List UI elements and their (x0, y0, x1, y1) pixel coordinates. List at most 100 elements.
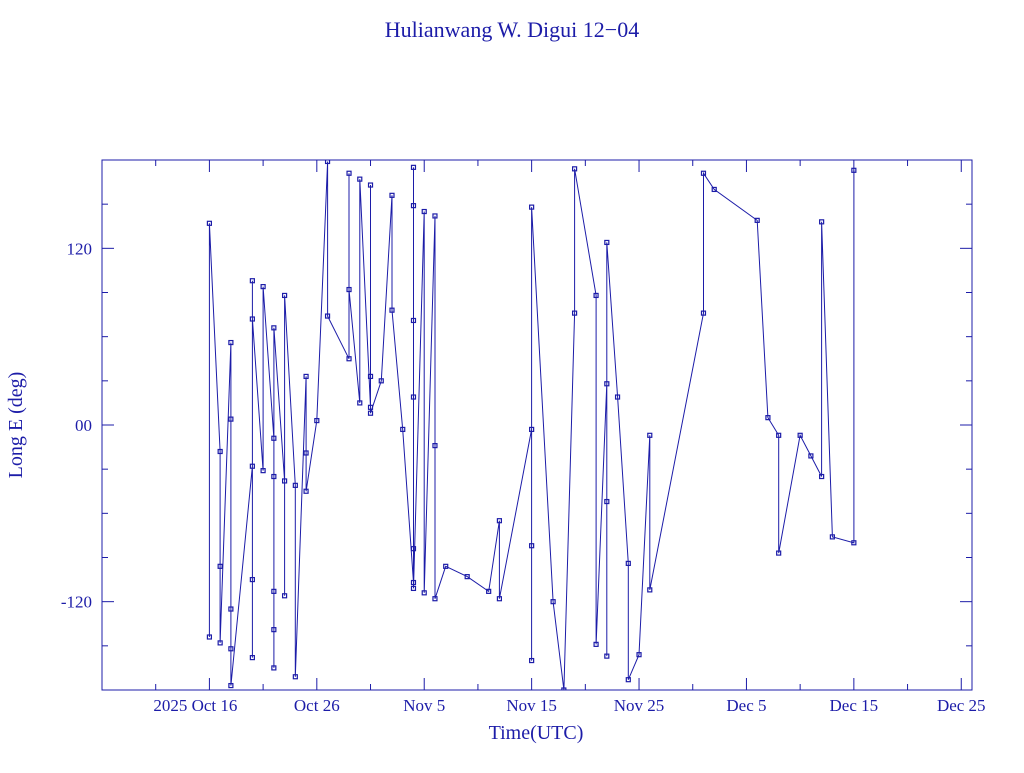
data-point (851, 540, 857, 546)
data-point (367, 404, 374, 410)
data-point (389, 192, 395, 198)
data-point (271, 627, 277, 633)
data-point (432, 596, 438, 602)
data-point (614, 394, 621, 400)
data-point (324, 313, 331, 319)
data-point (754, 217, 760, 223)
data-point (625, 677, 631, 683)
data-point (711, 186, 717, 193)
data-point (529, 426, 535, 433)
data-point (529, 657, 535, 664)
data-point (529, 543, 535, 549)
data-point (464, 574, 470, 580)
data-point (432, 443, 438, 449)
data-point (249, 463, 255, 469)
data-point (571, 166, 578, 172)
data-point (206, 634, 213, 640)
data-point (625, 560, 631, 566)
data-point (346, 356, 352, 362)
data-point (496, 596, 503, 602)
data-point (432, 213, 438, 219)
x-tick-label: Nov 15 (506, 696, 557, 715)
data-point (271, 588, 277, 594)
data-point (303, 488, 309, 494)
chart-title: Hulianwang W. Digui 12−04 (385, 17, 639, 42)
x-tick-label: Nov 25 (614, 696, 665, 715)
x-tick-label: 2025 Oct 16 (153, 696, 237, 715)
data-point (636, 652, 642, 658)
data-point (765, 415, 771, 421)
data-point (410, 394, 417, 400)
data-point (206, 220, 213, 226)
data-point (271, 435, 277, 441)
data-point (647, 432, 653, 438)
data-point (249, 278, 255, 284)
data-point (410, 579, 417, 586)
data-point (357, 400, 363, 406)
y-tick-label: -120 (61, 593, 92, 612)
data-point (346, 286, 352, 293)
data-point (367, 410, 374, 416)
x-tick-label: Oct 26 (294, 696, 340, 715)
data-point (314, 417, 320, 424)
data-point (819, 219, 825, 225)
data-point (303, 373, 309, 380)
data-point (292, 482, 298, 488)
x-tick-label: Dec 15 (830, 696, 879, 715)
data-point (378, 378, 384, 384)
data-point (421, 208, 427, 215)
data-point (808, 453, 814, 459)
data-point (389, 307, 395, 313)
data-point (604, 498, 610, 505)
data-point (228, 682, 234, 689)
data-point (819, 473, 825, 480)
data-point (228, 646, 234, 652)
data-point (410, 164, 417, 170)
y-axis-label: Long E (deg) (5, 372, 27, 479)
data-point (249, 655, 255, 661)
data-point (410, 546, 417, 552)
data-point (776, 432, 782, 438)
data-point (281, 292, 288, 299)
data-point (410, 317, 417, 324)
data-point (271, 473, 277, 480)
plot-area (206, 160, 857, 690)
data-point (604, 381, 610, 387)
data-line (208, 161, 855, 690)
data-point (260, 468, 266, 474)
data-point (217, 448, 223, 455)
data-point (410, 203, 417, 209)
data-point (571, 310, 578, 316)
x-tick-label: Dec 5 (726, 696, 766, 715)
x-tick-label: Nov 5 (403, 696, 445, 715)
data-point (443, 563, 449, 569)
data-point (700, 170, 707, 176)
data-point (271, 325, 277, 331)
data-point (421, 590, 427, 596)
data-point (324, 160, 331, 165)
data-point (303, 450, 309, 456)
data-point (260, 284, 266, 290)
data-point (346, 170, 352, 176)
x-axis-label: Time(UTC) (489, 722, 584, 744)
data-point (217, 563, 223, 569)
data-point (281, 593, 288, 599)
data-point (400, 426, 406, 433)
data-point (561, 687, 567, 690)
data-point (249, 576, 255, 583)
data-point (776, 550, 782, 556)
data-point (604, 653, 610, 659)
y-tick-label: 00 (75, 416, 92, 435)
data-point (593, 641, 599, 647)
x-tick-label: Dec 25 (937, 696, 986, 715)
data-point (797, 432, 803, 438)
data-point (604, 239, 610, 246)
data-point (281, 478, 288, 484)
data-point (496, 518, 503, 524)
data-point (228, 339, 234, 346)
data-point (217, 640, 223, 646)
data-point (271, 665, 277, 671)
data-point (292, 674, 298, 680)
data-point (700, 310, 707, 316)
